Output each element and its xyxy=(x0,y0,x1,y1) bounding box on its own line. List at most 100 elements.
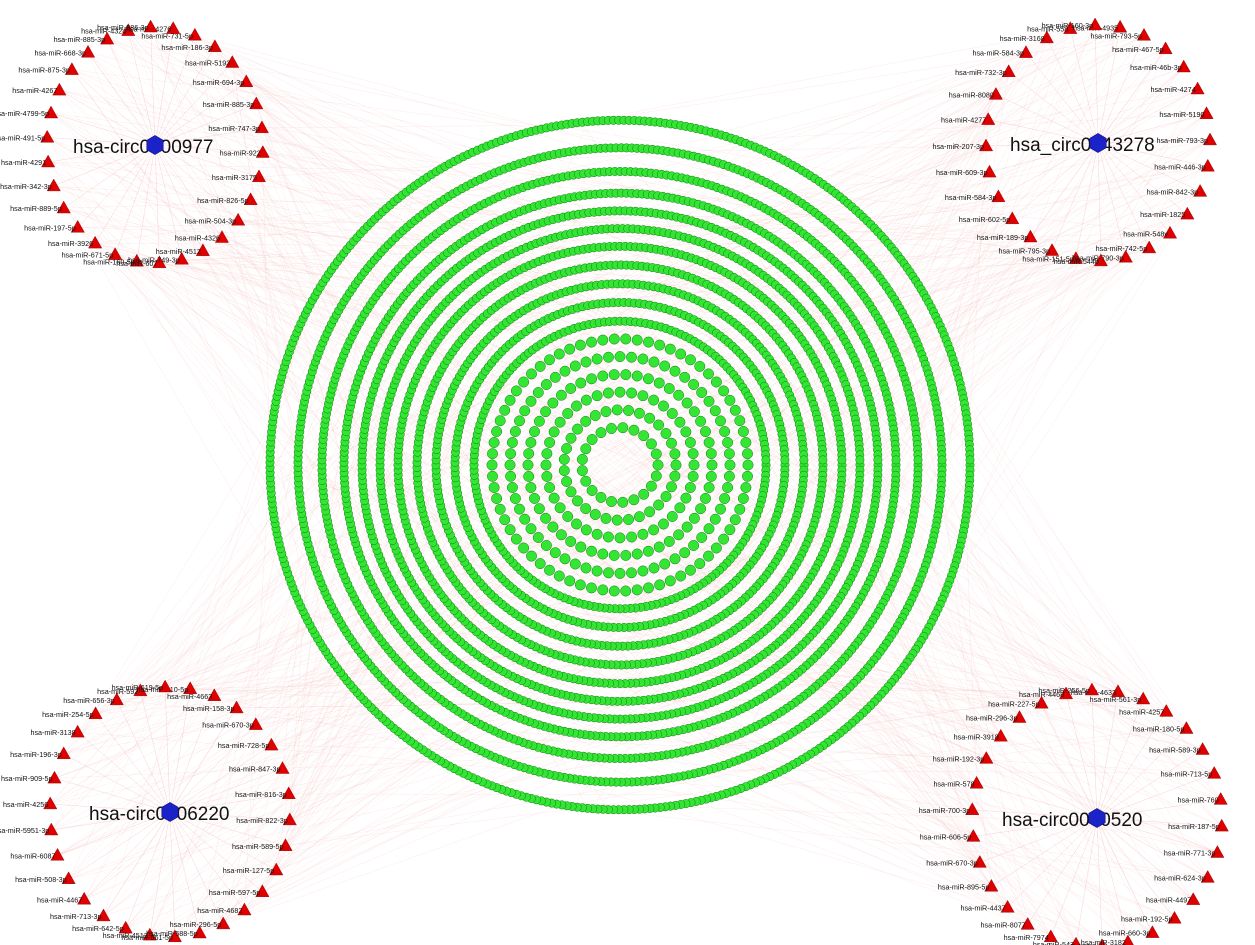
mrna-node xyxy=(608,585,620,597)
edge xyxy=(84,342,415,900)
edge xyxy=(154,46,216,146)
edge xyxy=(57,695,400,856)
edge xyxy=(512,295,980,863)
edge xyxy=(771,172,990,649)
mrna-node xyxy=(674,416,686,428)
mirna-label: hsa-miR-816-3p xyxy=(235,790,287,799)
edge xyxy=(410,188,1126,258)
edge xyxy=(194,35,856,211)
mrna-node xyxy=(589,410,601,421)
edge xyxy=(708,769,1215,774)
mrna-node xyxy=(614,351,626,363)
edge xyxy=(169,768,283,813)
edge xyxy=(150,26,677,466)
edge xyxy=(1012,142,1099,220)
edge xyxy=(190,304,311,689)
mrna-node xyxy=(494,415,506,427)
mrna-node xyxy=(506,482,518,493)
edge xyxy=(71,69,386,516)
mrna-node xyxy=(572,495,583,507)
edge xyxy=(87,52,641,608)
edge xyxy=(388,113,1207,650)
mrna-node xyxy=(580,415,592,427)
edge xyxy=(181,259,825,283)
mrna-node xyxy=(799,455,809,465)
edge xyxy=(63,753,171,813)
mirna-label: hsa-miR-826-5p xyxy=(197,196,249,205)
mrna-node xyxy=(519,405,531,417)
mrna-node xyxy=(669,448,681,460)
mrna-node xyxy=(534,360,546,372)
edge xyxy=(289,520,854,821)
mrna-node xyxy=(525,395,537,407)
mirna-label: hsa-miR-885-3p xyxy=(54,35,106,44)
edge xyxy=(498,24,1096,330)
edge xyxy=(730,145,987,236)
edge xyxy=(903,555,1221,800)
mrna-node xyxy=(514,415,525,427)
circrna-label: hsa-circ0000977 xyxy=(73,137,213,158)
edge xyxy=(794,52,1027,363)
mirna-label: hsa-miR-624-3p xyxy=(1154,874,1206,883)
mrna-node xyxy=(569,558,581,570)
edge xyxy=(797,419,1077,945)
edge xyxy=(47,161,490,664)
edge xyxy=(169,811,200,934)
edge xyxy=(50,112,491,337)
edge xyxy=(214,681,385,696)
edge xyxy=(677,48,1166,731)
mirna-label: hsa-miR-192-5p xyxy=(1121,914,1173,923)
edge xyxy=(834,139,1211,295)
mrna-node xyxy=(505,470,517,482)
mirna-label: hsa-miR-187-5p xyxy=(1168,822,1220,831)
mrna-node xyxy=(558,453,570,465)
edge xyxy=(63,207,713,745)
edge xyxy=(271,442,728,746)
mirna-label: hsa-miR-180-5p xyxy=(1133,725,1185,734)
mrna-node xyxy=(614,386,626,398)
edge xyxy=(128,30,454,222)
mrna-node xyxy=(659,360,671,372)
edge xyxy=(199,625,599,934)
edge xyxy=(169,811,224,925)
edge xyxy=(140,613,411,692)
mrna-node xyxy=(666,481,677,493)
edge xyxy=(288,595,378,794)
edge xyxy=(103,675,828,917)
mrna-node xyxy=(742,459,754,471)
mirna-label: hsa-miR-668-3p xyxy=(34,48,86,57)
mrna-node xyxy=(547,521,559,533)
mrna-node xyxy=(576,465,588,477)
edge xyxy=(95,647,825,715)
edge xyxy=(57,346,849,856)
edge xyxy=(149,597,495,936)
mrna-node xyxy=(653,541,665,553)
mrna-node xyxy=(614,532,626,544)
edge xyxy=(1096,817,1208,878)
edge xyxy=(51,683,854,831)
edge xyxy=(255,399,792,725)
edge xyxy=(140,210,719,692)
mrna-node xyxy=(572,423,583,435)
edge xyxy=(256,103,348,346)
edge xyxy=(87,52,689,729)
edge xyxy=(285,786,746,846)
edge xyxy=(1097,48,1166,144)
mrna-node xyxy=(695,503,707,515)
edge xyxy=(676,698,1144,754)
edge xyxy=(285,388,475,846)
mrna-node xyxy=(580,443,592,455)
edge xyxy=(1051,142,1099,251)
edge xyxy=(48,161,495,173)
edge xyxy=(51,300,424,831)
edge xyxy=(413,284,1129,943)
edge xyxy=(59,90,428,634)
mrna-node xyxy=(913,455,923,465)
mrna-node xyxy=(722,482,734,493)
mirna-label: hsa-miR-895-5p xyxy=(938,882,990,891)
mrna-node xyxy=(544,564,555,576)
mirna-label: hsa-miR-3182 xyxy=(1081,938,1126,945)
mrna-node xyxy=(642,373,654,385)
edge xyxy=(140,340,351,692)
mrna-node xyxy=(685,354,696,366)
